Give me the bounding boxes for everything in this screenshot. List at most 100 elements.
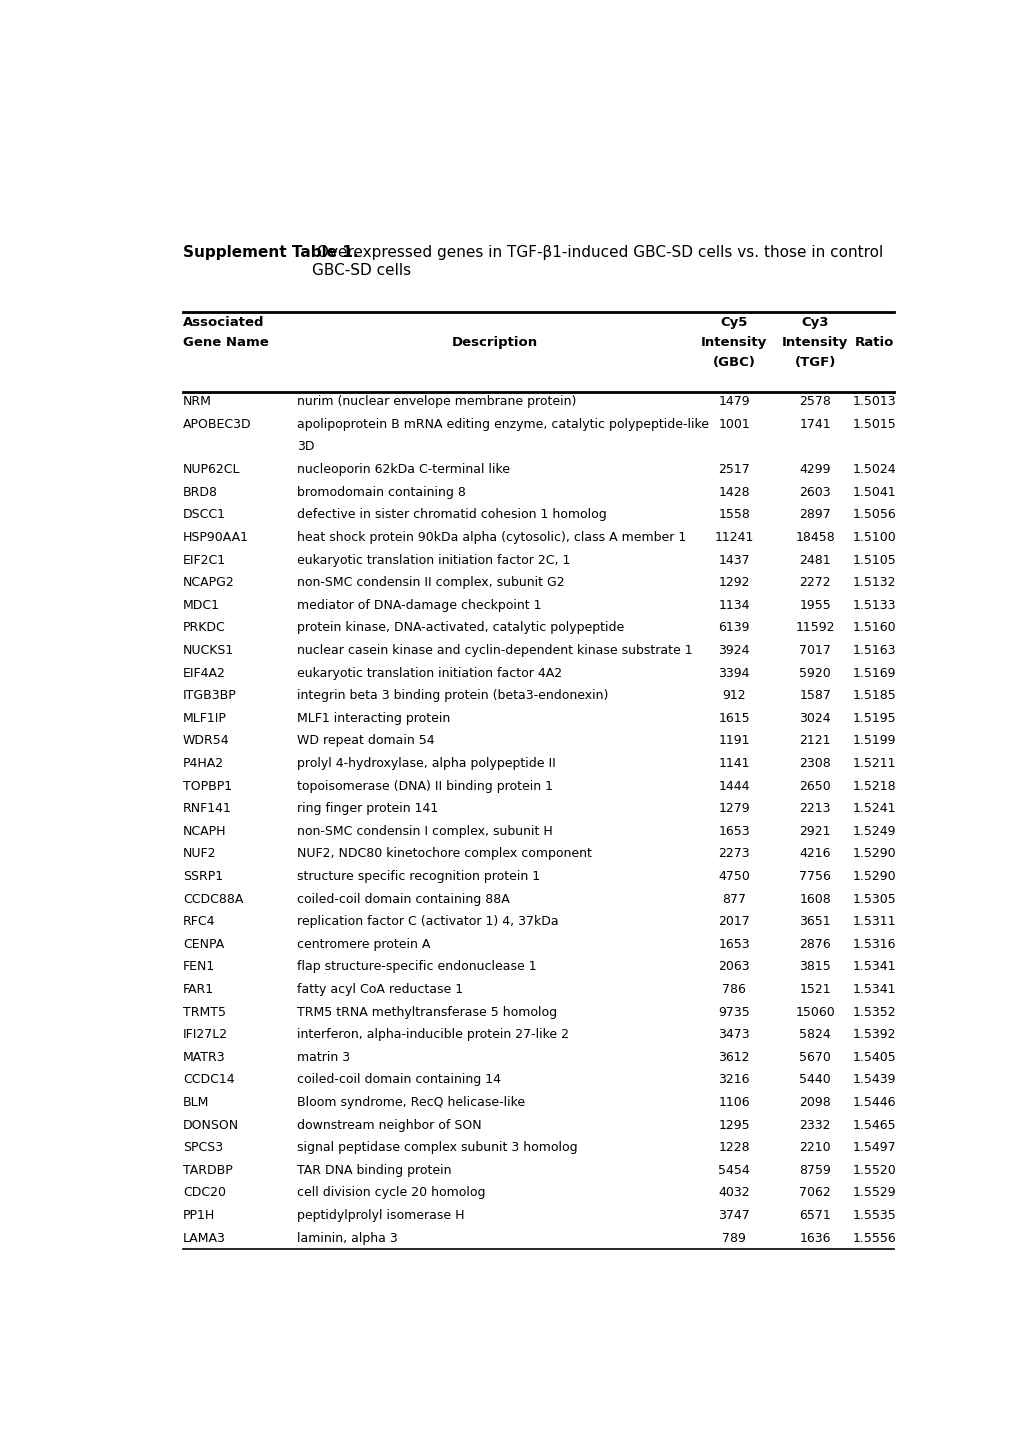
Text: 1.5529: 1.5529 <box>852 1186 896 1199</box>
Text: 1.5290: 1.5290 <box>852 847 896 860</box>
Text: non-SMC condensin II complex, subunit G2: non-SMC condensin II complex, subunit G2 <box>298 576 565 589</box>
Text: 3D: 3D <box>298 440 315 453</box>
Text: PRKDC: PRKDC <box>182 622 225 635</box>
Text: WDR54: WDR54 <box>182 734 229 747</box>
Text: 1.5169: 1.5169 <box>852 667 896 680</box>
Text: BLM: BLM <box>182 1097 209 1110</box>
Text: 1587: 1587 <box>799 690 830 703</box>
Text: CCDC14: CCDC14 <box>182 1074 234 1087</box>
Text: 7756: 7756 <box>799 870 830 883</box>
Text: Supplement Table 1.: Supplement Table 1. <box>182 245 358 260</box>
Text: structure specific recognition protein 1: structure specific recognition protein 1 <box>298 870 540 883</box>
Text: EIF4A2: EIF4A2 <box>182 667 225 680</box>
Text: 8759: 8759 <box>799 1165 830 1177</box>
Text: 1437: 1437 <box>717 554 749 567</box>
Text: 1521: 1521 <box>799 983 830 996</box>
Text: NUP62CL: NUP62CL <box>182 463 240 476</box>
Text: TOPBP1: TOPBP1 <box>182 779 231 792</box>
Text: FEN1: FEN1 <box>182 961 215 974</box>
Text: MLF1IP: MLF1IP <box>182 711 226 724</box>
Text: RFC4: RFC4 <box>182 915 215 928</box>
Text: 1.5218: 1.5218 <box>852 779 896 792</box>
Text: Intensity: Intensity <box>700 336 766 349</box>
Text: heat shock protein 90kDa alpha (cytosolic), class A member 1: heat shock protein 90kDa alpha (cytosoli… <box>298 531 686 544</box>
Text: 1.5163: 1.5163 <box>852 644 896 657</box>
Text: TAR DNA binding protein: TAR DNA binding protein <box>298 1165 451 1177</box>
Text: 1.5199: 1.5199 <box>852 734 896 747</box>
Text: 1.5211: 1.5211 <box>852 758 896 771</box>
Text: 1.5352: 1.5352 <box>852 1006 896 1019</box>
Text: 1.5556: 1.5556 <box>852 1232 896 1245</box>
Text: CENPA: CENPA <box>182 938 224 951</box>
Text: Overexpressed genes in TGF-β1-induced GBC-SD cells vs. those in control
GBC-SD c: Overexpressed genes in TGF-β1-induced GB… <box>312 245 882 278</box>
Text: 1134: 1134 <box>717 599 749 612</box>
Text: non-SMC condensin I complex, subunit H: non-SMC condensin I complex, subunit H <box>298 825 552 838</box>
Text: 1.5497: 1.5497 <box>852 1141 896 1154</box>
Text: 2876: 2876 <box>799 938 830 951</box>
Text: cell division cycle 20 homolog: cell division cycle 20 homolog <box>298 1186 485 1199</box>
Text: 1141: 1141 <box>717 758 749 771</box>
Text: Cy5: Cy5 <box>719 316 747 329</box>
Text: 1.5290: 1.5290 <box>852 870 896 883</box>
Text: 18458: 18458 <box>795 531 835 544</box>
Text: 1479: 1479 <box>717 395 749 408</box>
Text: MDC1: MDC1 <box>182 599 220 612</box>
Text: NCAPG2: NCAPG2 <box>182 576 234 589</box>
Text: 9735: 9735 <box>717 1006 749 1019</box>
Text: 1615: 1615 <box>717 711 749 724</box>
Text: 5670: 5670 <box>799 1051 830 1063</box>
Text: 1001: 1001 <box>717 418 749 431</box>
Text: 2921: 2921 <box>799 825 830 838</box>
Text: nuclear casein kinase and cyclin-dependent kinase substrate 1: nuclear casein kinase and cyclin-depende… <box>298 644 692 657</box>
Text: 1608: 1608 <box>799 893 830 906</box>
Text: 1.5316: 1.5316 <box>852 938 896 951</box>
Text: 3473: 3473 <box>717 1029 749 1042</box>
Text: MATR3: MATR3 <box>182 1051 225 1063</box>
Text: 1444: 1444 <box>717 779 749 792</box>
Text: NUF2, NDC80 kinetochore complex component: NUF2, NDC80 kinetochore complex componen… <box>298 847 592 860</box>
Text: 2213: 2213 <box>799 802 830 815</box>
Text: 877: 877 <box>721 893 746 906</box>
Text: 5454: 5454 <box>717 1165 749 1177</box>
Text: TARDBP: TARDBP <box>182 1165 232 1177</box>
Text: coiled-coil domain containing 88A: coiled-coil domain containing 88A <box>298 893 510 906</box>
Text: 1653: 1653 <box>717 938 749 951</box>
Text: CCDC88A: CCDC88A <box>182 893 243 906</box>
Text: 2308: 2308 <box>799 758 830 771</box>
Text: 1.5056: 1.5056 <box>852 508 896 521</box>
Text: EIF2C1: EIF2C1 <box>182 554 226 567</box>
Text: SPCS3: SPCS3 <box>182 1141 223 1154</box>
Text: 1.5015: 1.5015 <box>852 418 896 431</box>
Text: 5824: 5824 <box>799 1029 830 1042</box>
Text: peptidylprolyl isomerase H: peptidylprolyl isomerase H <box>298 1209 465 1222</box>
Text: 1.5105: 1.5105 <box>852 554 896 567</box>
Text: 1.5465: 1.5465 <box>852 1118 896 1131</box>
Text: integrin beta 3 binding protein (beta3-endonexin): integrin beta 3 binding protein (beta3-e… <box>298 690 608 703</box>
Text: 1.5195: 1.5195 <box>852 711 896 724</box>
Text: 1.5405: 1.5405 <box>852 1051 896 1063</box>
Text: 7062: 7062 <box>799 1186 830 1199</box>
Text: 3612: 3612 <box>717 1051 749 1063</box>
Text: 1.5249: 1.5249 <box>852 825 896 838</box>
Text: 3024: 3024 <box>799 711 830 724</box>
Text: 4032: 4032 <box>717 1186 749 1199</box>
Text: 5920: 5920 <box>799 667 830 680</box>
Text: 1.5133: 1.5133 <box>852 599 896 612</box>
Text: 1279: 1279 <box>717 802 749 815</box>
Text: P4HA2: P4HA2 <box>182 758 224 771</box>
Text: 1292: 1292 <box>717 576 749 589</box>
Text: 11241: 11241 <box>714 531 753 544</box>
Text: NRM: NRM <box>182 395 212 408</box>
Text: Ratio: Ratio <box>854 336 894 349</box>
Text: 1428: 1428 <box>717 486 749 499</box>
Text: 5440: 5440 <box>799 1074 830 1087</box>
Text: downstream neighbor of SON: downstream neighbor of SON <box>298 1118 482 1131</box>
Text: centromere protein A: centromere protein A <box>298 938 430 951</box>
Text: eukaryotic translation initiation factor 4A2: eukaryotic translation initiation factor… <box>298 667 562 680</box>
Text: 1228: 1228 <box>717 1141 749 1154</box>
Text: NUCKS1: NUCKS1 <box>182 644 233 657</box>
Text: ring finger protein 141: ring finger protein 141 <box>298 802 438 815</box>
Text: 3924: 3924 <box>717 644 749 657</box>
Text: 4750: 4750 <box>717 870 749 883</box>
Text: 4299: 4299 <box>799 463 830 476</box>
